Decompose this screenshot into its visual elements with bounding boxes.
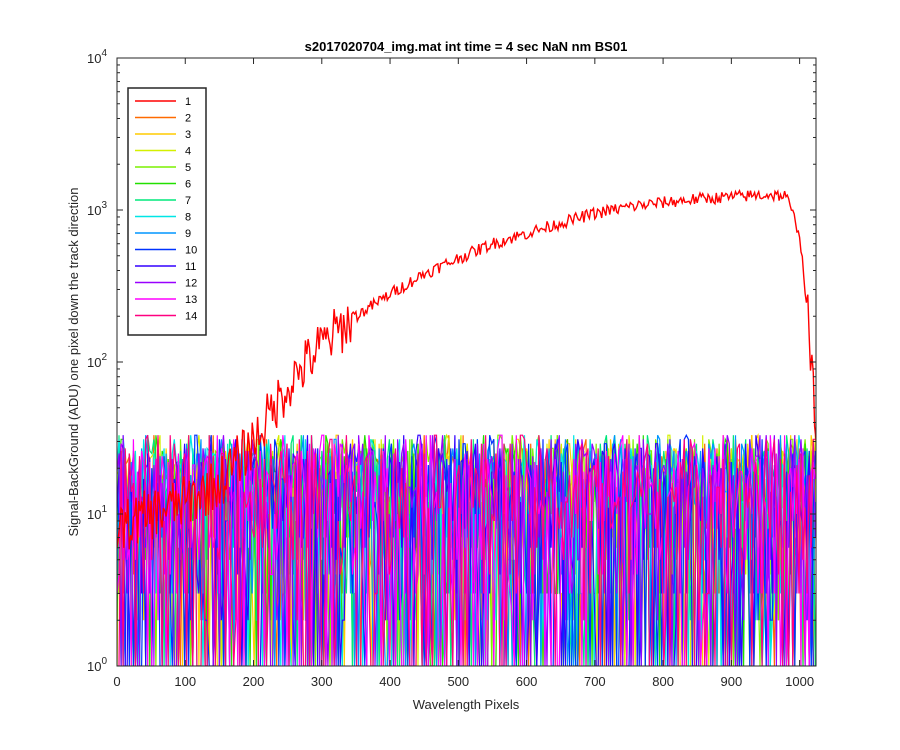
legend-label-10: 10 (185, 245, 197, 257)
legend-label-13: 13 (185, 294, 197, 306)
x-tick-label: 400 (379, 674, 401, 689)
x-tick-label: 300 (311, 674, 333, 689)
y-tick-label: 101 (87, 504, 107, 522)
y-tick-label: 103 (87, 200, 107, 218)
legend-label-9: 9 (185, 228, 191, 240)
legend-label-4: 4 (185, 146, 191, 158)
y-tick-label: 100 (87, 656, 107, 674)
chart-title: s2017020704_img.mat int time = 4 sec NaN… (305, 39, 628, 54)
legend-label-8: 8 (185, 212, 191, 224)
series-1-line (117, 188, 816, 550)
legend-label-5: 5 (185, 162, 191, 174)
legend-label-1: 1 (185, 96, 191, 108)
x-tick-label: 800 (652, 674, 674, 689)
series-13-line (117, 434, 816, 666)
x-tick-label: 600 (516, 674, 538, 689)
y-tick-label: 104 (87, 48, 107, 66)
x-axis-title: Wavelength Pixels (413, 697, 520, 712)
legend-label-14: 14 (185, 311, 197, 323)
legend-label-7: 7 (185, 195, 191, 207)
x-tick-label: 700 (584, 674, 606, 689)
legend-label-6: 6 (185, 179, 191, 191)
x-tick-label: 0 (113, 674, 120, 689)
legend-label-11: 11 (185, 261, 196, 273)
legend-label-2: 2 (185, 113, 191, 125)
x-tick-label: 500 (447, 674, 469, 689)
y-tick-label: 102 (87, 352, 107, 370)
x-tick-label: 200 (243, 674, 265, 689)
x-tick-label: 900 (721, 674, 743, 689)
legend-label-3: 3 (185, 129, 191, 141)
x-tick-label: 1000 (785, 674, 814, 689)
y-axis-title: Signal-BackGround (ADU) one pixel down t… (66, 187, 81, 536)
series-14-line (117, 434, 816, 666)
legend-label-12: 12 (185, 278, 197, 290)
legend-box (127, 87, 207, 336)
x-tick-label: 100 (174, 674, 196, 689)
